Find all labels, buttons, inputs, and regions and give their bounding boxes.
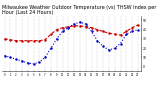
Text: Milwaukee Weather Outdoor Temperature (vs) THSW Index per Hour (Last 24 Hours): Milwaukee Weather Outdoor Temperature (v… bbox=[2, 5, 156, 15]
